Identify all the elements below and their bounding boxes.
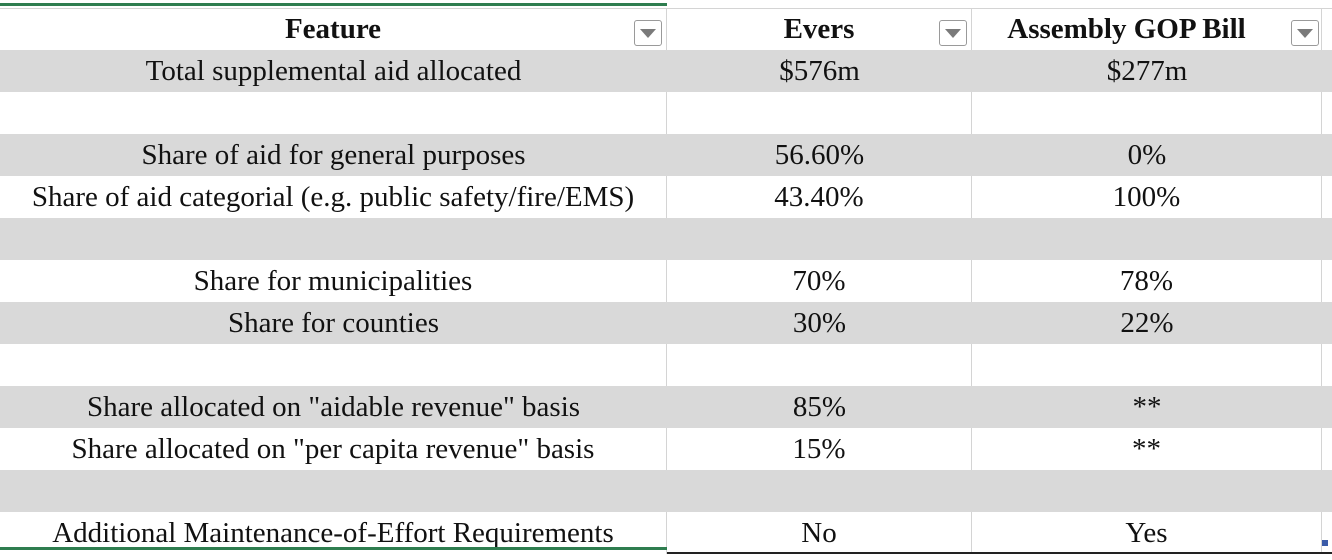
table-bottom-border <box>667 552 1332 554</box>
table-frame-bottom <box>0 547 667 550</box>
gop-cell[interactable]: Yes <box>972 512 1322 554</box>
feature-filter-button[interactable] <box>634 20 662 46</box>
evers-cell[interactable]: 85% <box>792 390 847 423</box>
header-evers[interactable]: Evers <box>667 8 972 50</box>
header-gop[interactable]: Assembly GOP Bill <box>972 8 1322 50</box>
table-row: Additional Maintenance-of-Effort Require… <box>0 512 1332 554</box>
feature-cell[interactable] <box>0 218 667 260</box>
header-evers-label: Evers <box>783 13 855 45</box>
evers-cell[interactable]: $576m <box>779 54 860 87</box>
header-spacer <box>1322 8 1332 50</box>
header-gop-label: Assembly GOP Bill <box>1007 13 1246 45</box>
table-row <box>0 344 1332 386</box>
table-row: Share of aid for general purposes 56.60%… <box>0 134 1332 176</box>
table-row: Total supplemental aid allocated $576m $… <box>0 50 1332 92</box>
gop-cell[interactable]: 78% <box>972 260 1322 302</box>
gop-cell[interactable]: ** <box>972 428 1322 470</box>
feature-cell[interactable]: Share allocated on "aidable revenue" bas… <box>86 390 581 423</box>
chevron-down-icon <box>945 28 961 38</box>
chevron-down-icon <box>640 28 656 38</box>
feature-cell[interactable] <box>0 470 667 512</box>
gop-filter-button[interactable] <box>1291 20 1319 46</box>
header-feature-label: Feature <box>284 13 382 45</box>
gop-cell[interactable]: 0% <box>1127 138 1167 171</box>
table-resize-handle[interactable] <box>1322 540 1328 546</box>
gop-cell[interactable] <box>972 92 1322 134</box>
table-row: Share allocated on "aidable revenue" bas… <box>0 386 1332 428</box>
chevron-down-icon <box>1297 28 1313 38</box>
feature-cell[interactable]: Share of aid for general purposes <box>141 138 526 171</box>
gop-cell[interactable] <box>972 218 1322 260</box>
gop-cell[interactable]: $277m <box>1106 54 1188 87</box>
feature-cell[interactable]: Share of aid categorial (e.g. public saf… <box>0 176 667 218</box>
header-feature[interactable]: Feature <box>0 8 667 50</box>
evers-cell[interactable]: 70% <box>667 260 972 302</box>
gop-cell[interactable]: 22% <box>1120 306 1174 339</box>
table-row: Share of aid categorial (e.g. public saf… <box>0 176 1332 218</box>
table-row: Share for municipalities 70% 78% <box>0 260 1332 302</box>
evers-cell[interactable]: 30% <box>792 306 847 339</box>
evers-cell[interactable]: No <box>667 512 972 554</box>
table-row <box>0 218 1332 260</box>
gop-cell[interactable] <box>972 470 1322 512</box>
feature-cell[interactable]: Share for municipalities <box>0 260 667 302</box>
feature-cell[interactable]: Share for counties <box>228 306 439 339</box>
evers-filter-button[interactable] <box>939 20 967 46</box>
feature-cell[interactable]: Total supplemental aid allocated <box>145 54 522 87</box>
table-row <box>0 92 1332 134</box>
evers-cell[interactable]: 56.60% <box>774 138 865 171</box>
feature-cell[interactable]: Additional Maintenance-of-Effort Require… <box>0 512 667 554</box>
evers-cell[interactable]: 43.40% <box>667 176 972 218</box>
gop-cell[interactable]: ** <box>1132 390 1162 423</box>
gop-cell[interactable]: 100% <box>972 176 1322 218</box>
evers-cell[interactable]: 15% <box>667 428 972 470</box>
table-row: Share allocated on "per capita revenue" … <box>0 428 1332 470</box>
table-row <box>0 470 1332 512</box>
gop-cell[interactable] <box>972 344 1322 386</box>
table-frame-top <box>0 3 667 6</box>
feature-cell[interactable] <box>0 92 667 134</box>
evers-cell[interactable] <box>667 218 972 260</box>
evers-cell[interactable] <box>667 92 972 134</box>
feature-cell[interactable]: Share allocated on "per capita revenue" … <box>0 428 667 470</box>
evers-cell[interactable] <box>667 470 972 512</box>
table-row: Share for counties 30% 22% <box>0 302 1332 344</box>
table-header-row: Feature Evers Assembly GOP Bill <box>0 8 1332 51</box>
evers-cell[interactable] <box>667 344 972 386</box>
feature-cell[interactable] <box>0 344 667 386</box>
